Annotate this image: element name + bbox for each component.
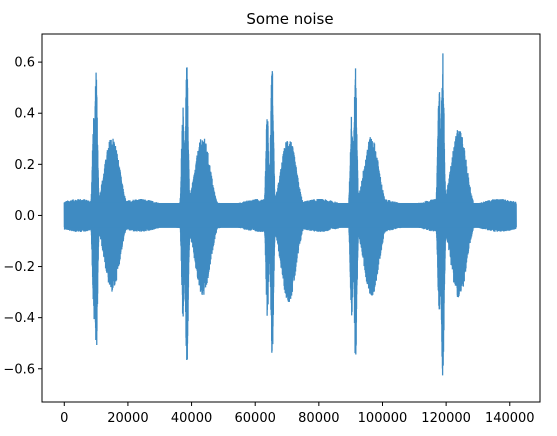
x-tick-label: 60000 bbox=[235, 411, 276, 426]
axes-frame bbox=[41, 33, 541, 403]
x-tick-label: 140000 bbox=[485, 411, 535, 426]
y-tick-label: 0.6 bbox=[14, 56, 35, 71]
x-tick-label: 80000 bbox=[298, 411, 339, 426]
y-tick-label: 0.4 bbox=[14, 107, 35, 122]
chart-title: Some noise bbox=[246, 10, 333, 28]
y-tick-label: −0.2 bbox=[3, 260, 35, 275]
plot-area bbox=[63, 53, 517, 376]
x-axis: 0 20000 40000 60000 80000 100000 120000 140000 bbox=[60, 402, 535, 426]
x-tick-label: 0 bbox=[60, 411, 68, 426]
x-tick-label: 120000 bbox=[421, 411, 471, 426]
y-tick-label: −0.6 bbox=[3, 362, 35, 377]
y-tick-label: 0.0 bbox=[14, 209, 35, 224]
x-tick-label: 40000 bbox=[171, 411, 212, 426]
y-axis: −0.6 −0.4 −0.2 0.0 0.2 0.4 0.6 bbox=[3, 56, 42, 377]
y-tick-label: 0.2 bbox=[14, 158, 35, 173]
y-tick-label: −0.4 bbox=[3, 311, 35, 326]
noise-baseline-band bbox=[64, 202, 517, 228]
x-tick-label: 100000 bbox=[358, 411, 408, 426]
x-tick-label: 20000 bbox=[107, 411, 148, 426]
